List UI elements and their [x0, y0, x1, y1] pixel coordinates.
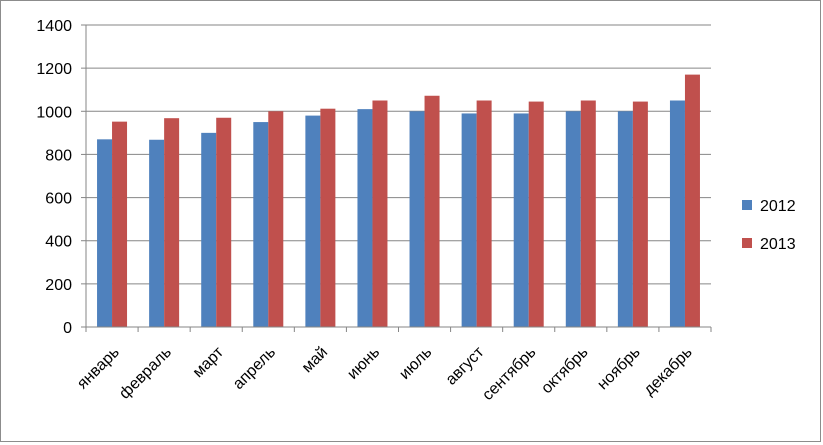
legend-swatch-2012 [742, 200, 752, 210]
y-tick-label: 600 [45, 191, 72, 208]
legend-label-2012: 2012 [760, 198, 796, 215]
bar-2013-6 [372, 100, 388, 327]
legend-label-2013: 2013 [760, 236, 796, 253]
x-tick-label: декабрь [641, 344, 696, 399]
x-tick-label: август [443, 343, 488, 388]
bar-2012-9 [513, 113, 529, 327]
bar-2012-8 [461, 113, 477, 327]
y-tick-label: 400 [45, 234, 72, 251]
y-tick-labels: 0 200 400 600 800 1000 1200 1400 [36, 18, 72, 337]
y-tick-label: 1000 [36, 104, 72, 121]
gridlines [86, 24, 711, 285]
bar-2012-6 [357, 109, 373, 327]
x-tick-label: март [190, 343, 228, 381]
bar-2013-5 [320, 108, 336, 327]
bar-2013-12 [684, 74, 700, 327]
bar-2013-4 [268, 111, 284, 328]
x-tick-label: апрель [230, 344, 279, 393]
x-tick-label: февраль [116, 344, 175, 403]
bar-2012-5 [305, 115, 321, 327]
x-tick-label: май [299, 344, 331, 376]
y-tick-label: 0 [63, 320, 72, 337]
x-tick-label: январь [74, 344, 123, 393]
bar-2012-4 [253, 122, 269, 327]
bar-2012-11 [617, 111, 633, 328]
bar-2013-3 [216, 117, 232, 327]
axes [81, 24, 712, 332]
x-tick-label: октябрь [538, 344, 591, 397]
y-tick-label: 1200 [36, 61, 72, 78]
bar-2012-10 [565, 111, 581, 328]
legend: 2012 2013 [742, 198, 796, 253]
bar-2013-11 [632, 101, 648, 327]
y-tick-label: 200 [45, 277, 72, 294]
x-tick-label: ноябрь [594, 344, 643, 393]
bar-2013-2 [164, 118, 180, 327]
legend-swatch-2013 [742, 238, 752, 248]
x-tick-label: июнь [344, 344, 383, 383]
y-tick-label: 800 [45, 147, 72, 164]
bar-2012-12 [669, 100, 685, 327]
x-tick-label: сентябрь [479, 344, 539, 404]
bar-2012-2 [149, 139, 165, 327]
bar-2012-3 [201, 132, 217, 327]
bar-2013-8 [476, 100, 492, 327]
y-tick-label: 1400 [36, 18, 72, 35]
bar-2013-1 [112, 121, 128, 327]
bar-2013-9 [528, 101, 544, 327]
bar-2012-7 [409, 111, 425, 328]
bar-2013-10 [580, 100, 596, 327]
bar-2013-7 [424, 95, 440, 327]
bar-2012-1 [97, 139, 113, 327]
x-tick-label: июль [396, 344, 435, 383]
bars [97, 74, 700, 328]
